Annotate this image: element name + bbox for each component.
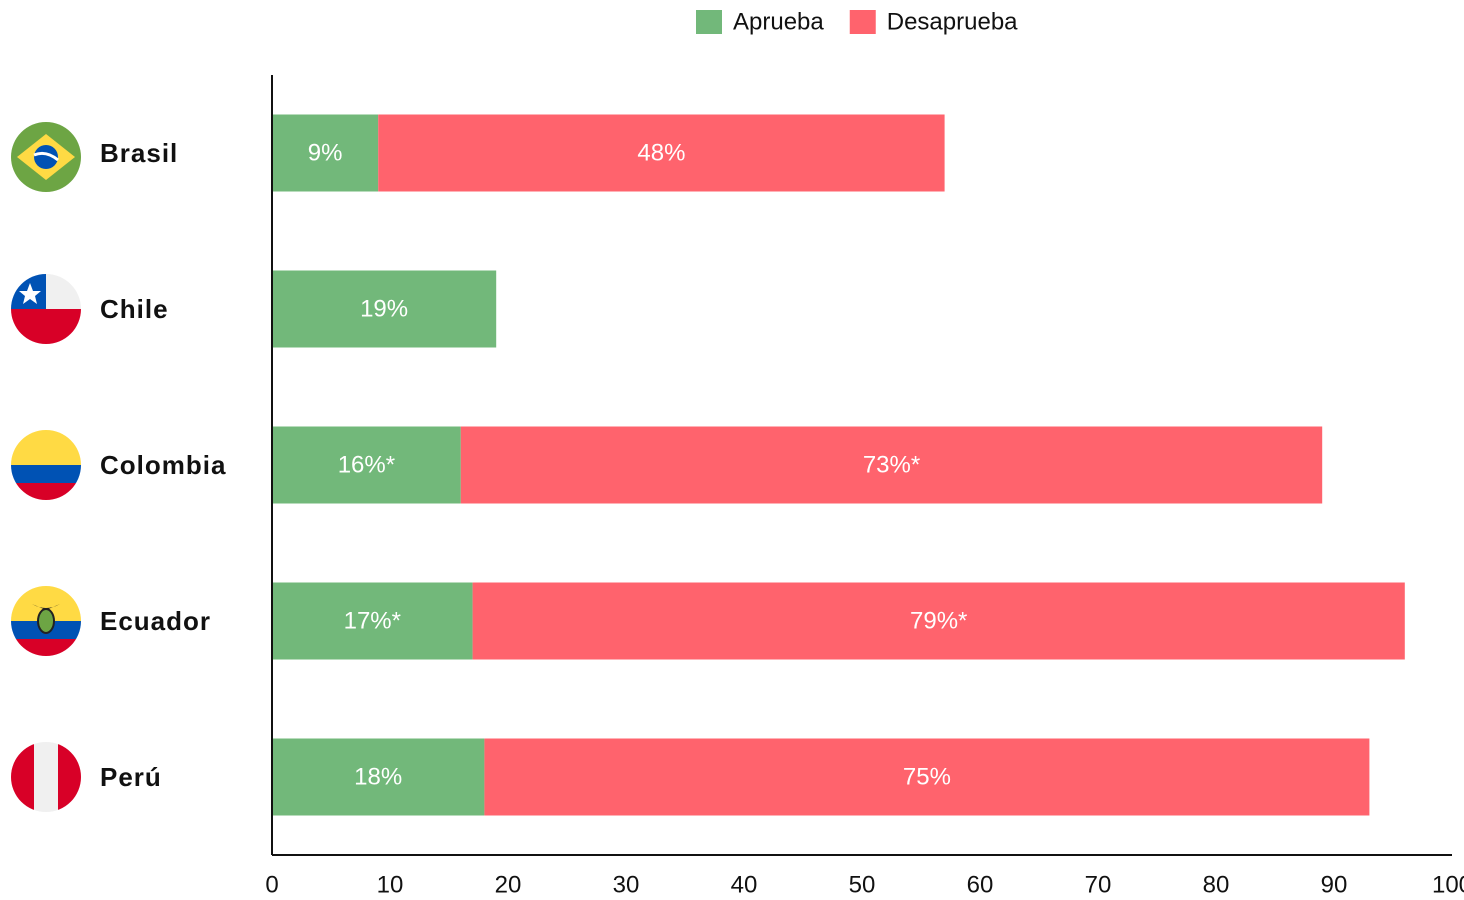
- category-label: Brasil: [100, 138, 178, 168]
- x-tick-label: 90: [1321, 871, 1348, 898]
- x-tick-label: 20: [495, 871, 522, 898]
- flag-brasil: [11, 122, 81, 192]
- category-label: Colombia: [100, 450, 226, 480]
- x-tick-label: 0: [265, 871, 278, 898]
- value-label: 18%: [354, 763, 402, 790]
- value-label: 17%*: [344, 607, 401, 634]
- value-label: 16%*: [338, 451, 395, 478]
- x-tick-label: 50: [849, 871, 876, 898]
- bar-segment: [272, 426, 461, 504]
- flag-colombia: [11, 430, 81, 500]
- legend-label: Desaprueba: [887, 8, 1018, 35]
- legend-label: Aprueba: [733, 8, 824, 35]
- bar-segment: [472, 582, 1405, 660]
- category-label: Perú: [100, 762, 162, 792]
- legend-swatch: [696, 10, 722, 34]
- x-tick-label: 100: [1432, 871, 1464, 898]
- value-label: 48%: [637, 139, 685, 166]
- value-label: 73%*: [863, 451, 920, 478]
- value-label: 9%: [308, 139, 343, 166]
- bar-segment: [378, 114, 945, 192]
- bar-segment: [272, 738, 485, 816]
- flag-peru: [11, 742, 81, 812]
- x-tick-label: 70: [1085, 871, 1112, 898]
- bar-segment: [484, 738, 1370, 816]
- x-tick-label: 10: [377, 871, 404, 898]
- legend-swatch: [849, 10, 876, 34]
- x-tick-label: 40: [731, 871, 758, 898]
- category-label: Chile: [100, 294, 169, 324]
- flag-ecuador: [11, 586, 81, 656]
- value-label: 19%: [360, 295, 408, 322]
- bar-segment: [272, 582, 473, 660]
- x-tick-label: 60: [967, 871, 994, 898]
- bar-segment: [460, 426, 1323, 504]
- flag-chile: [11, 274, 81, 344]
- bar-segment: [272, 114, 379, 192]
- category-label: Ecuador: [100, 606, 211, 636]
- bar-segment: [272, 270, 497, 348]
- value-label: 75%: [903, 763, 951, 790]
- x-tick-label: 80: [1203, 871, 1230, 898]
- x-tick-label: 30: [613, 871, 640, 898]
- value-label: 79%*: [910, 607, 967, 634]
